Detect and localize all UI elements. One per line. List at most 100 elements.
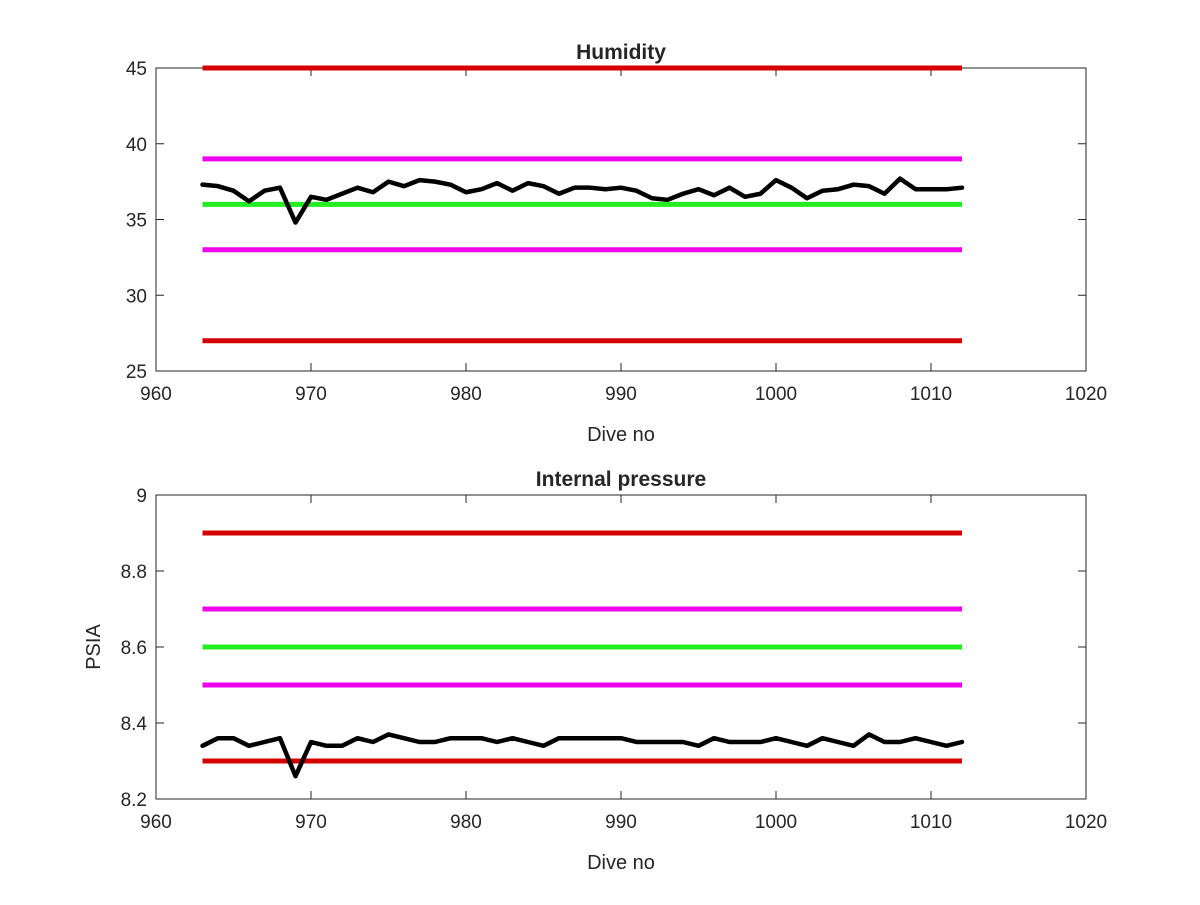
- x-tick-label: 980: [450, 384, 482, 405]
- data-point: [650, 740, 654, 744]
- data-point: [371, 740, 375, 744]
- x-tick-label: 990: [605, 812, 637, 833]
- data-point: [883, 740, 886, 744]
- data-point: [387, 180, 390, 183]
- y-axis-label: PSIA: [83, 624, 105, 670]
- data-point: [697, 744, 700, 747]
- x-axis-label: Dive no: [587, 852, 655, 874]
- data-point: [666, 198, 669, 202]
- chart-title: Internal pressure: [536, 468, 706, 491]
- data-point: [464, 191, 468, 194]
- x-axis-label: Dive no: [587, 424, 655, 446]
- data-point: [945, 188, 948, 191]
- data-point: [681, 192, 685, 195]
- data-point: [402, 737, 406, 740]
- data-point: [697, 188, 700, 191]
- data-point: [216, 184, 220, 188]
- data-point: [728, 740, 731, 744]
- data-point: [619, 737, 623, 740]
- data-point: [914, 737, 917, 740]
- data-point: [712, 737, 716, 740]
- data-point: [278, 737, 282, 740]
- data-point: [356, 737, 359, 740]
- data-point: [898, 177, 902, 180]
- data-point: [914, 188, 917, 191]
- data-point: [542, 184, 545, 188]
- data-point: [480, 737, 483, 740]
- data-point: [356, 186, 359, 189]
- y-tick-label: 9: [136, 486, 147, 507]
- data-point: [557, 737, 561, 740]
- data-point: [650, 197, 654, 200]
- data-point: [790, 740, 793, 744]
- data-point: [588, 737, 592, 740]
- data-point: [526, 740, 530, 744]
- data-point: [232, 737, 235, 740]
- data-point: [883, 192, 886, 195]
- y-tick-label: 45: [126, 59, 147, 80]
- data-point: [309, 195, 313, 198]
- data-point: [387, 733, 390, 736]
- data-point: [573, 186, 576, 189]
- data-point: [774, 178, 778, 182]
- x-tick-label: 990: [605, 384, 637, 405]
- y-tick-label: 30: [126, 286, 147, 307]
- data-point: [743, 195, 747, 198]
- subplot-1: 960 970 980 990 1000 1010 1020 25 30 35 40 45 Humidi…: [126, 41, 1107, 446]
- y-tick-label: 35: [126, 211, 147, 232]
- series-line: [200, 732, 965, 779]
- data-point: [325, 744, 328, 747]
- data-point: [759, 192, 762, 195]
- data-point: [247, 200, 251, 203]
- data-point: [759, 740, 762, 744]
- x-tick-label: 1000: [755, 384, 797, 405]
- data-point: [325, 198, 328, 202]
- data-point: [263, 740, 266, 744]
- data-point: [619, 186, 623, 189]
- x-tick-label: 1020: [1065, 812, 1107, 833]
- data-point: [805, 744, 809, 747]
- data-point: [929, 188, 933, 191]
- data-point: [247, 744, 251, 747]
- data-point: [495, 181, 499, 185]
- x-tick-label: 1020: [1065, 384, 1107, 405]
- data-point: [852, 183, 855, 186]
- data-point: [666, 740, 669, 744]
- data-point: [867, 733, 871, 736]
- y-tick-label: 8.2: [121, 790, 147, 811]
- data-point: [495, 740, 499, 744]
- x-tick-label: 970: [295, 812, 327, 833]
- chart-title: Humidity: [576, 41, 666, 64]
- x-tick-label: 1010: [910, 384, 952, 405]
- x-tick-label: 970: [295, 384, 327, 405]
- data-point: [201, 183, 204, 186]
- data-point: [774, 737, 778, 740]
- data-point: [960, 186, 964, 189]
- y-tick-label: 25: [126, 362, 147, 383]
- data-point: [201, 744, 204, 747]
- data-point: [867, 184, 871, 188]
- data-point: [588, 186, 592, 189]
- y-tick-label: 8.4: [121, 714, 148, 735]
- data-point: [635, 740, 638, 744]
- plot-area: [155, 67, 1087, 372]
- data-point: [263, 189, 266, 192]
- data-point: [232, 189, 235, 192]
- data-point: [604, 188, 607, 191]
- data-point: [449, 737, 452, 740]
- data-point: [340, 192, 344, 195]
- data-point: [433, 180, 437, 183]
- data-point: [511, 189, 514, 192]
- data-point: [433, 740, 437, 744]
- data-point: [712, 194, 716, 197]
- data-point: [821, 737, 824, 740]
- data-point: [852, 744, 855, 747]
- data-point: [464, 737, 468, 740]
- data-point: [526, 181, 530, 185]
- x-tick-label: 1010: [910, 812, 952, 833]
- x-tick-label: 980: [450, 812, 482, 833]
- data-point: [836, 740, 840, 744]
- data-point: [294, 775, 297, 778]
- data-point: [542, 744, 545, 747]
